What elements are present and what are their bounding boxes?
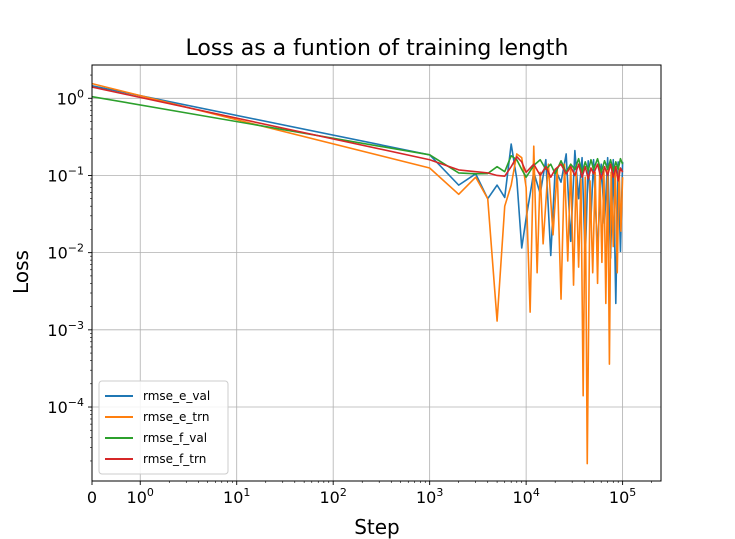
- legend-label-rmse_e_trn: rmse_e_trn: [143, 410, 209, 424]
- legend: rmse_e_val rmse_e_trn rmse_f_val rmse_f_trn: [98, 380, 229, 475]
- chart-title: Loss as a funtion of training length: [186, 36, 569, 61]
- legend-box: [98, 380, 229, 475]
- y-axis-label: Loss: [9, 250, 33, 294]
- legend-label-rmse_e_val: rmse_e_val: [143, 389, 210, 403]
- series-line-rmse_f_trn: [92, 86, 624, 182]
- axes-frame: [91, 64, 662, 482]
- series-line-rmse_e_trn: [92, 82, 624, 465]
- series-line-rmse_f_val: [92, 95, 624, 178]
- legend-label-rmse_f_val: rmse_f_val: [143, 431, 207, 445]
- legend-label-rmse_f_trn: rmse_f_trn: [143, 452, 206, 466]
- series-group: [92, 82, 624, 465]
- x-tick-label: 0: [87, 488, 97, 507]
- x-axis-label: Step: [354, 515, 400, 539]
